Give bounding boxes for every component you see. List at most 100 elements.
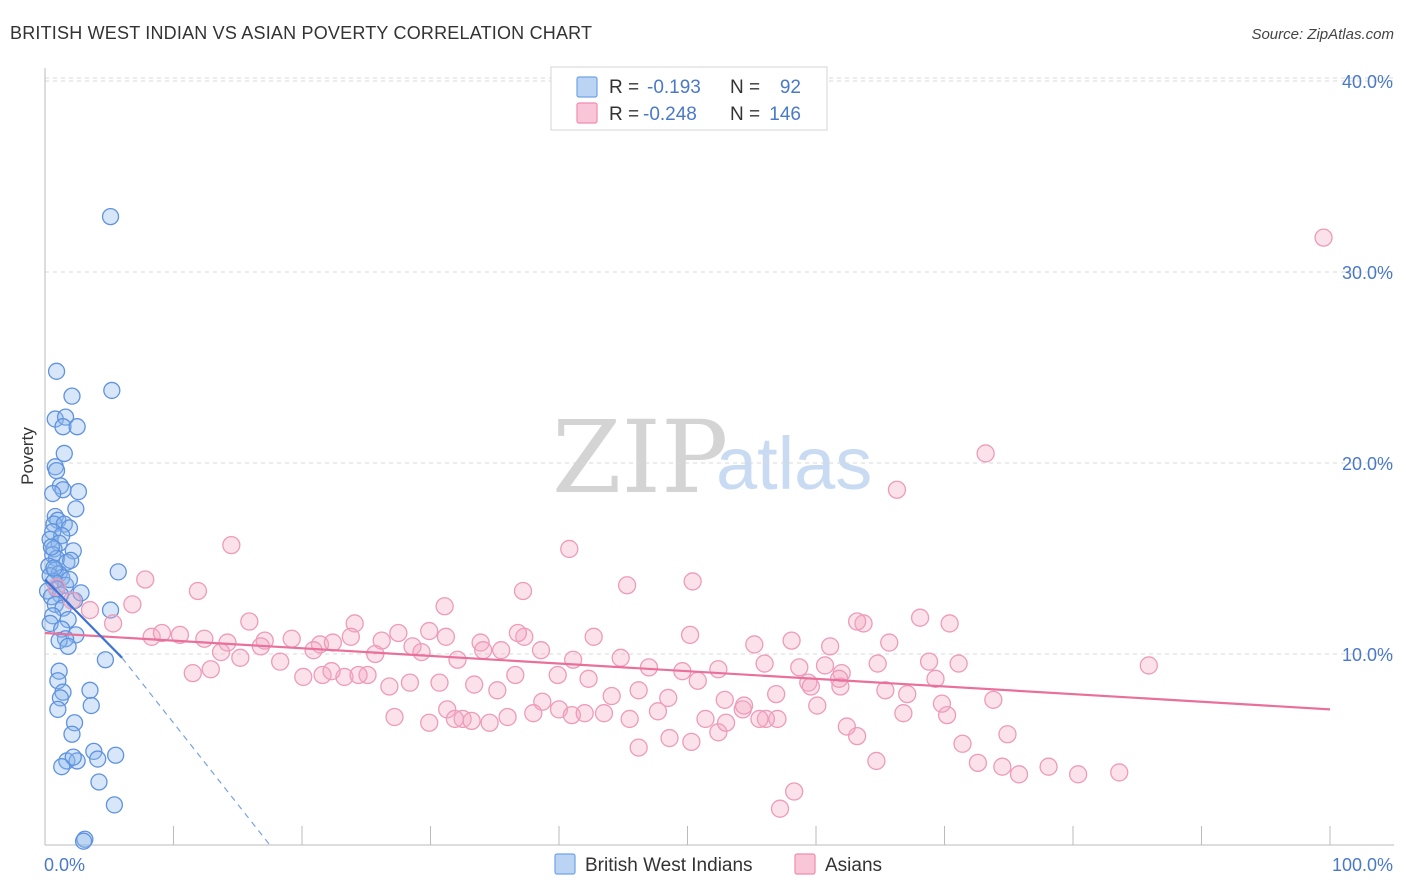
y-axis-label: Poverty (18, 427, 37, 485)
data-point-asians (438, 700, 457, 719)
data-point-asians (103, 614, 123, 633)
data-point-asians (868, 654, 887, 673)
bottom-legend-label-blue: British West Indians (585, 855, 753, 876)
data-point-asians (755, 654, 774, 673)
data-point-asians (152, 623, 172, 643)
data-point-asians (1009, 765, 1029, 784)
data-point-asians (323, 633, 342, 652)
legend-box: R = -0.193 N = 92 R = -0.248 N = 146 (550, 66, 828, 131)
data-point-british-west-indians (59, 610, 77, 629)
data-point-british-west-indians (67, 500, 85, 518)
data-point-asians (820, 637, 840, 656)
data-point-asians (380, 677, 399, 696)
data-point-british-west-indians (101, 601, 120, 619)
data-point-british-west-indians (64, 748, 82, 766)
data-point-asians (854, 614, 873, 633)
x-tick-labels: 0.0% 100.0% (44, 855, 1393, 875)
data-point-asians (240, 612, 259, 631)
data-point-asians (420, 713, 439, 732)
legend-swatch-blue (576, 76, 598, 98)
legend-r-value-2: -0.248 (643, 104, 697, 125)
legend-n-label-1: N = (730, 77, 760, 98)
legend-n-value-1: 92 (780, 77, 801, 98)
data-point-asians (62, 591, 82, 610)
data-point-asians (745, 635, 764, 654)
data-point-british-west-indians (81, 681, 99, 699)
data-point-asians (524, 704, 543, 723)
data-point-asians (837, 717, 856, 736)
data-point-asians (1068, 765, 1088, 784)
data-point-asians (949, 654, 968, 673)
data-point-asians (506, 665, 525, 685)
data-point-asians (611, 648, 630, 667)
data-point-asians (575, 704, 594, 723)
data-point-asians (953, 734, 972, 753)
data-point-asians (349, 665, 368, 685)
trend-line-asians (44, 631, 1331, 711)
legend-n-label-2: N = (730, 104, 760, 125)
data-point-asians (548, 665, 567, 685)
data-point-asians (940, 614, 959, 633)
data-point-asians (430, 673, 449, 692)
data-point-asians (867, 751, 886, 771)
data-point-british-west-indians (54, 418, 72, 436)
data-point-asians (984, 690, 1003, 709)
data-point-asians (756, 709, 776, 729)
data-point-asians (271, 652, 290, 671)
data-point-british-west-indians (69, 482, 88, 501)
data-point-asians (770, 799, 790, 818)
watermark: ZIP atlas (552, 399, 872, 516)
data-point-asians (584, 627, 603, 646)
watermark-zip: ZIP (552, 399, 728, 516)
data-point-asians (968, 753, 988, 773)
data-point-asians (659, 688, 678, 708)
data-point-asians (80, 600, 100, 620)
y-tick-label: 20.0% (1342, 454, 1393, 474)
trend-line-british-west-indians (44, 578, 123, 659)
legend-r-value-1: -0.193 (647, 77, 701, 98)
data-point-asians (639, 658, 659, 677)
source-label: Source: ZipAtlas.com (1251, 26, 1394, 43)
data-point-asians (1139, 656, 1158, 675)
data-point-asians (123, 595, 142, 614)
data-point-asians (815, 656, 835, 675)
data-point-asians (898, 684, 917, 704)
data-point-asians (188, 581, 208, 601)
grid (45, 77, 1394, 655)
data-point-british-west-indians (89, 750, 107, 768)
legend-n-value-2: 146 (769, 104, 801, 125)
data-point-asians (1314, 228, 1333, 247)
data-point-asians (453, 709, 472, 729)
data-point-asians (195, 629, 214, 648)
data-point-asians (629, 738, 648, 757)
data-point-asians (734, 696, 754, 715)
data-point-asians (498, 707, 517, 727)
data-point-british-west-indians (47, 362, 66, 380)
data-point-asians (876, 681, 895, 700)
data-point-asians (808, 696, 827, 715)
data-point-asians (170, 625, 190, 645)
data-point-asians (560, 539, 579, 559)
data-point-asians (513, 581, 533, 601)
data-point-british-west-indians (59, 637, 77, 656)
data-point-asians (894, 704, 913, 723)
trend-line-extension-british-west-indians (121, 657, 271, 846)
data-point-asians (847, 612, 867, 631)
series-british-west-indians (38, 207, 127, 850)
data-point-asians (400, 673, 420, 692)
data-point-asians (785, 782, 804, 801)
data-point-asians (696, 709, 715, 729)
data-point-british-west-indians (101, 207, 120, 226)
data-point-asians (313, 665, 332, 685)
legend-r-label-2: R = (609, 104, 639, 125)
data-point-british-west-indians (47, 461, 66, 480)
data-point-asians (932, 694, 952, 713)
data-point-british-west-indians (96, 651, 115, 669)
data-point-asians (976, 444, 995, 463)
data-point-asians (1110, 763, 1129, 782)
legend-swatch-pink (576, 102, 598, 124)
data-point-asians (801, 677, 821, 696)
data-point-british-west-indians (44, 484, 62, 503)
data-point-british-west-indians (68, 418, 86, 436)
data-point-asians (629, 681, 648, 700)
